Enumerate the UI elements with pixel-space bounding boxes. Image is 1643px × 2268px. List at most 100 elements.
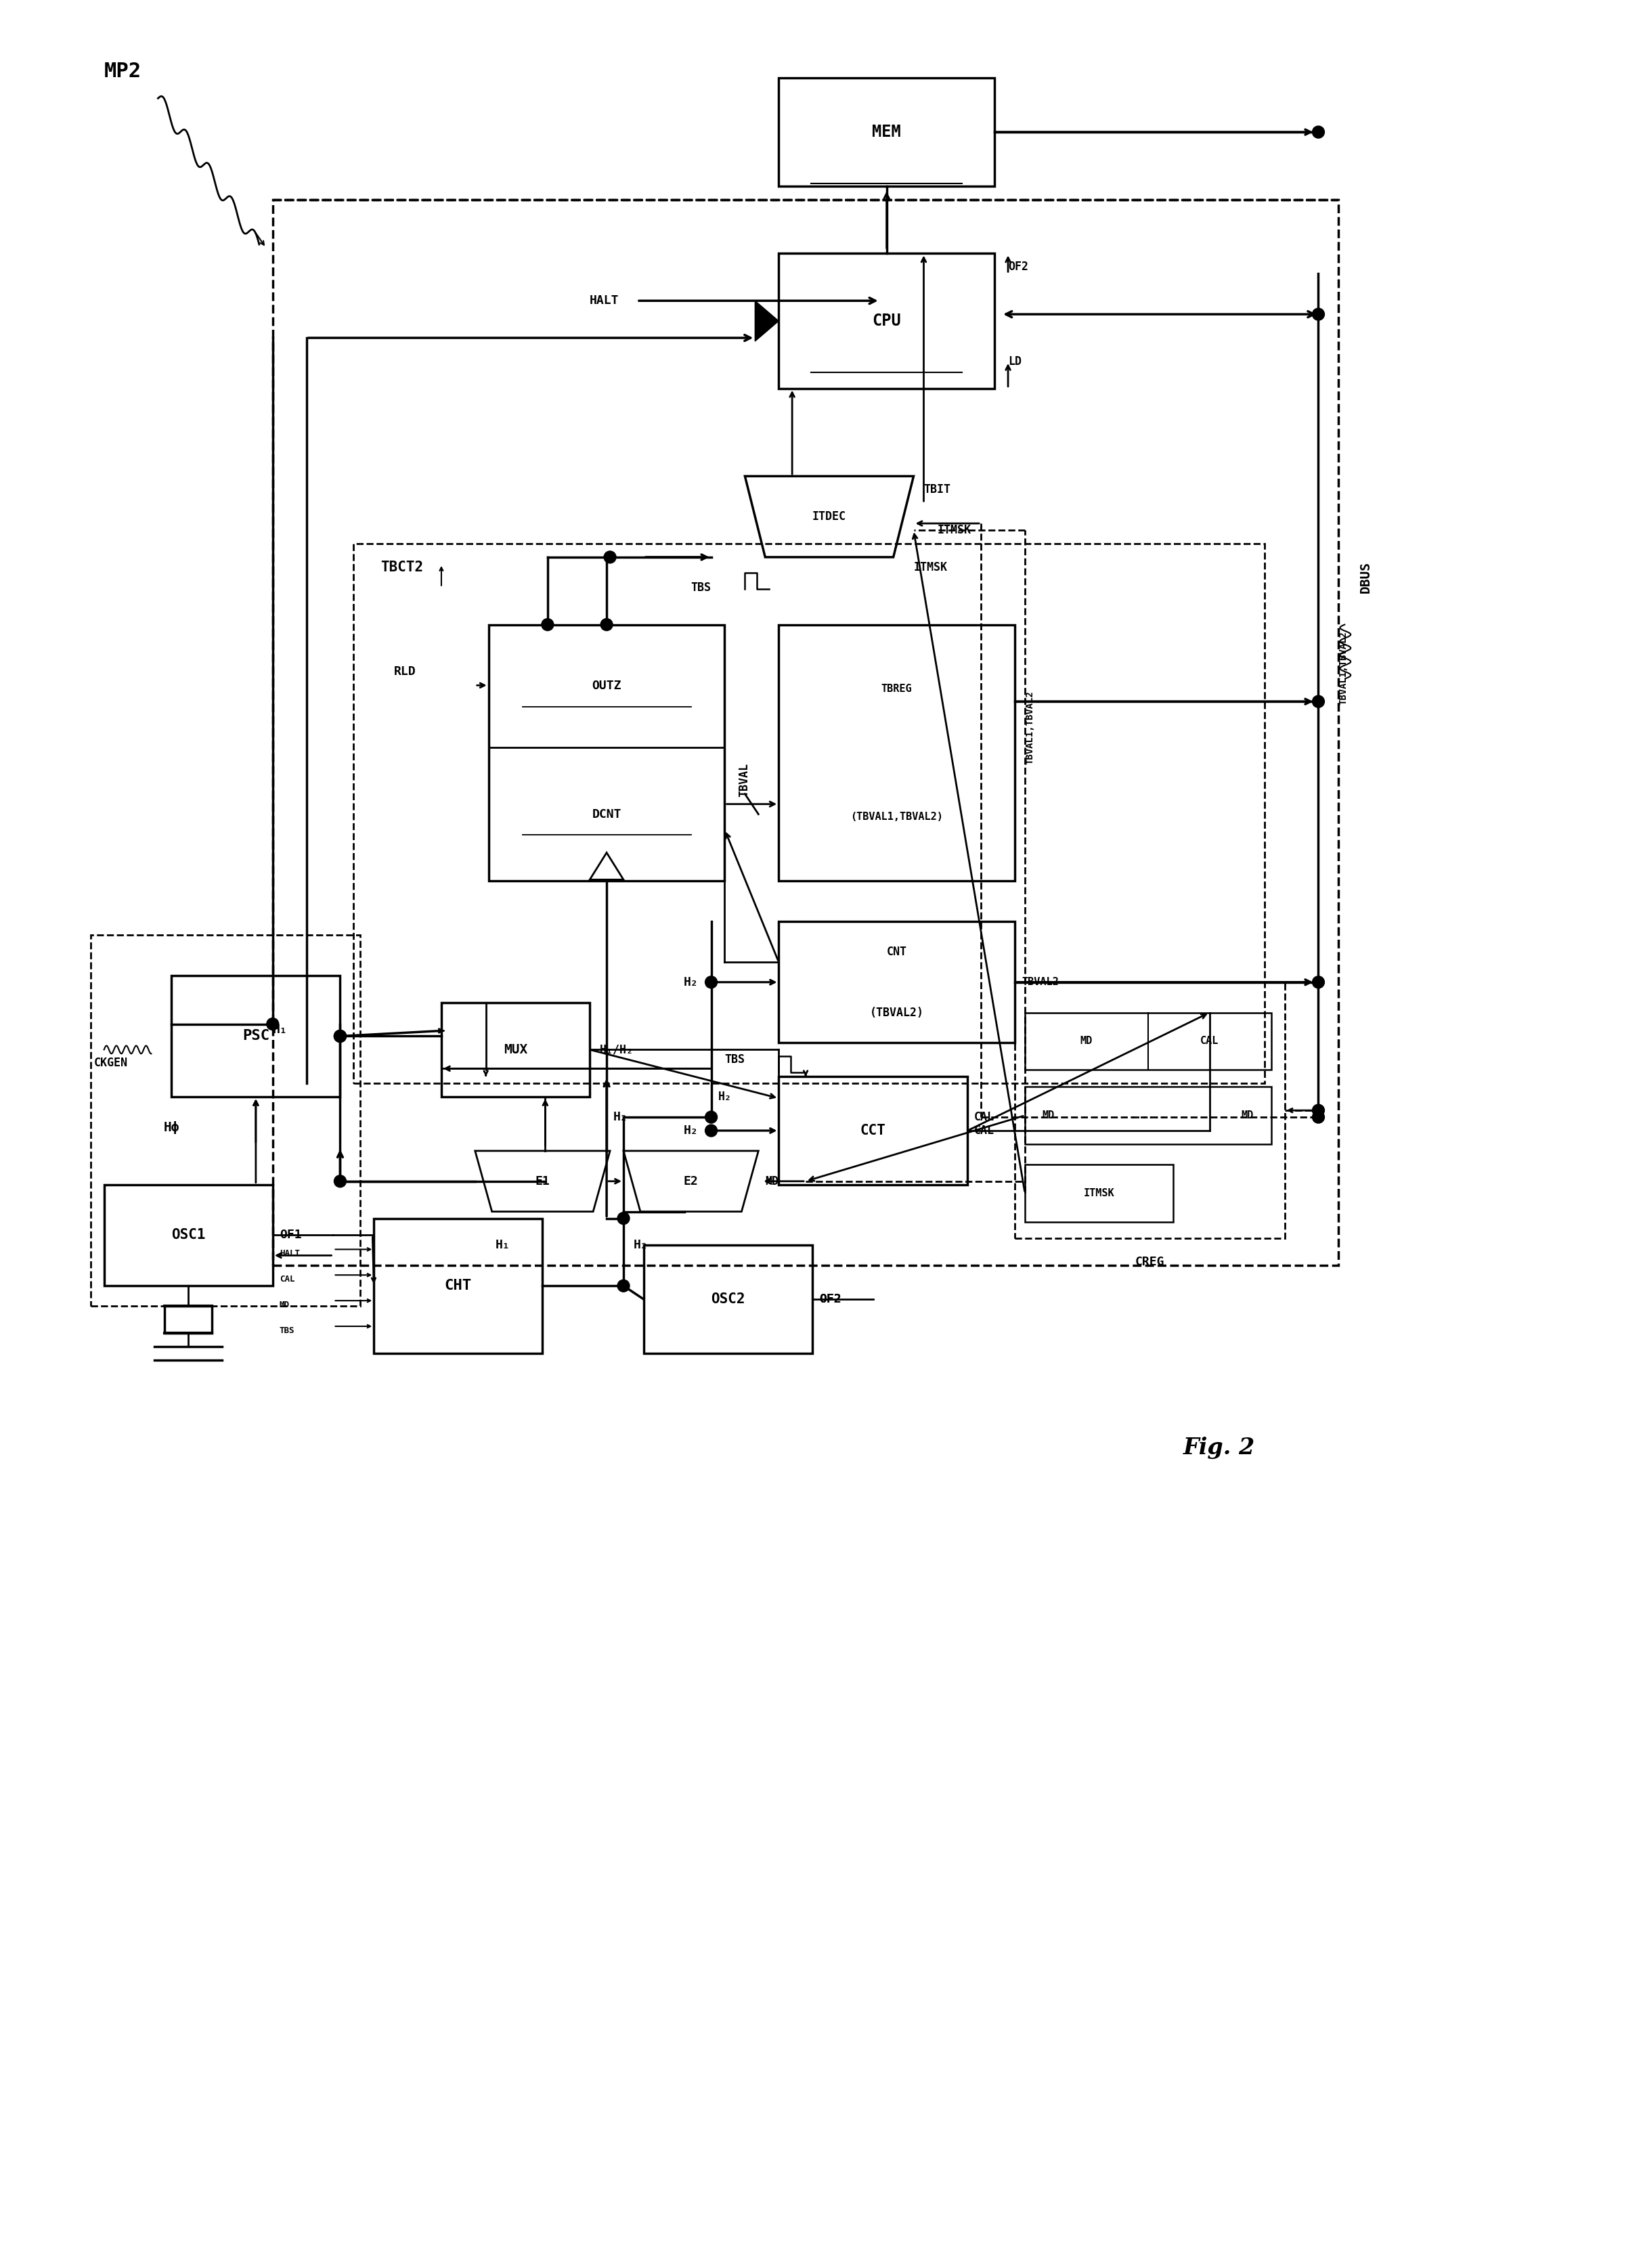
- Text: Hϕ: Hϕ: [164, 1120, 179, 1134]
- Text: DBUS: DBUS: [1359, 562, 1372, 594]
- Text: H₂: H₂: [683, 1125, 698, 1136]
- Circle shape: [1313, 308, 1324, 320]
- Polygon shape: [756, 302, 779, 340]
- Text: CAL: CAL: [974, 1125, 994, 1136]
- Text: LD: LD: [1009, 356, 1022, 367]
- Bar: [164, 1306, 212, 1334]
- Text: TBVAL1,TBVAL2: TBVAL1,TBVAL2: [1025, 689, 1035, 764]
- Bar: [1025, 1163, 1173, 1222]
- Text: ITMSK: ITMSK: [1084, 1188, 1114, 1198]
- Text: H₁: H₁: [495, 1238, 509, 1252]
- Text: OF1: OF1: [279, 1229, 302, 1241]
- Bar: [1015, 982, 1285, 1238]
- Text: TBVAL1,TBVAL2: TBVAL1,TBVAL2: [1339, 631, 1349, 705]
- Text: OSC1: OSC1: [171, 1229, 205, 1243]
- Bar: [779, 624, 1015, 880]
- Circle shape: [1313, 127, 1324, 138]
- Text: CAL: CAL: [1201, 1036, 1219, 1046]
- Text: TBVAL2: TBVAL2: [1022, 978, 1058, 987]
- Text: OSC2: OSC2: [711, 1293, 746, 1306]
- Text: ITMSK: ITMSK: [937, 524, 971, 535]
- Text: E2: E2: [683, 1175, 698, 1188]
- Text: TBCT2: TBCT2: [381, 560, 424, 574]
- Bar: [1025, 1086, 1272, 1143]
- Circle shape: [334, 1175, 347, 1188]
- Text: CAL: CAL: [974, 1111, 994, 1123]
- Text: TBREG: TBREG: [881, 683, 912, 694]
- Text: CPU: CPU: [872, 313, 900, 329]
- Text: TBIT: TBIT: [923, 483, 951, 497]
- Bar: [779, 921, 1015, 1043]
- Text: MEM: MEM: [872, 125, 900, 141]
- Circle shape: [705, 1111, 718, 1123]
- Circle shape: [705, 1125, 718, 1136]
- Text: MD: MD: [279, 1300, 289, 1309]
- Text: HALT: HALT: [590, 295, 619, 306]
- Text: ITDEC: ITDEC: [812, 510, 846, 522]
- Text: MD: MD: [1242, 1111, 1254, 1120]
- Text: (TBVAL1,TBVAL2): (TBVAL1,TBVAL2): [851, 812, 943, 821]
- Text: RLD: RLD: [394, 667, 416, 678]
- Text: ITMSK: ITMSK: [914, 560, 948, 574]
- Bar: [273, 200, 1339, 1266]
- Text: OUTZ: OUTZ: [591, 680, 621, 692]
- Circle shape: [334, 1030, 347, 1043]
- Text: HALT: HALT: [279, 1250, 299, 1259]
- Text: Fig. 2: Fig. 2: [1183, 1438, 1255, 1458]
- Bar: [90, 934, 360, 1306]
- Text: (TBVAL2): (TBVAL2): [869, 1007, 923, 1018]
- Circle shape: [1313, 696, 1324, 708]
- Text: OF2: OF2: [820, 1293, 841, 1306]
- Text: CHT: CHT: [445, 1279, 472, 1293]
- Circle shape: [334, 1030, 347, 1043]
- Circle shape: [601, 619, 613, 631]
- Bar: [104, 1184, 273, 1286]
- Text: H₁: H₁: [273, 1023, 288, 1036]
- Text: CKGEN: CKGEN: [94, 1057, 128, 1068]
- Text: PSC: PSC: [242, 1030, 269, 1043]
- Text: TBS: TBS: [692, 581, 711, 594]
- Text: H₁/H₂: H₁/H₂: [600, 1043, 634, 1057]
- Bar: [488, 624, 725, 880]
- Bar: [1025, 1012, 1272, 1070]
- Bar: [442, 1002, 590, 1098]
- Text: DCNT: DCNT: [591, 807, 621, 821]
- Text: CNT: CNT: [887, 946, 907, 957]
- Text: MD: MD: [1081, 1036, 1093, 1046]
- Bar: [644, 1245, 812, 1354]
- Text: TBVAL: TBVAL: [738, 762, 751, 796]
- Bar: [779, 254, 994, 388]
- Bar: [779, 77, 994, 186]
- Bar: [779, 1077, 968, 1184]
- Text: H₂: H₂: [613, 1111, 628, 1123]
- Text: MD: MD: [766, 1175, 779, 1188]
- Circle shape: [605, 551, 616, 562]
- Circle shape: [1313, 975, 1324, 989]
- Text: TBS: TBS: [725, 1055, 744, 1066]
- Circle shape: [1313, 1105, 1324, 1116]
- Text: MD: MD: [1042, 1111, 1055, 1120]
- Text: CREG: CREG: [1135, 1256, 1165, 1268]
- Text: H₂: H₂: [683, 975, 698, 989]
- Circle shape: [1313, 1111, 1324, 1123]
- Circle shape: [334, 1030, 347, 1043]
- Text: E1: E1: [536, 1175, 550, 1188]
- Circle shape: [618, 1279, 629, 1293]
- Circle shape: [705, 975, 718, 989]
- Circle shape: [542, 619, 554, 631]
- Text: CCT: CCT: [861, 1125, 886, 1136]
- Text: OF2: OF2: [1009, 261, 1029, 272]
- Bar: [375, 1218, 542, 1354]
- Text: MP2: MP2: [104, 61, 141, 82]
- Bar: [171, 975, 340, 1098]
- Text: CAL: CAL: [279, 1275, 294, 1284]
- Circle shape: [618, 1213, 629, 1225]
- Text: H₂: H₂: [718, 1091, 731, 1102]
- Bar: [353, 544, 1265, 1084]
- Text: ......: ......: [1129, 1111, 1167, 1120]
- Circle shape: [266, 1018, 279, 1030]
- Text: OF2: OF2: [820, 1293, 841, 1306]
- Text: TBS: TBS: [279, 1327, 294, 1336]
- Text: MUX: MUX: [504, 1043, 527, 1057]
- Text: H₂: H₂: [634, 1238, 649, 1252]
